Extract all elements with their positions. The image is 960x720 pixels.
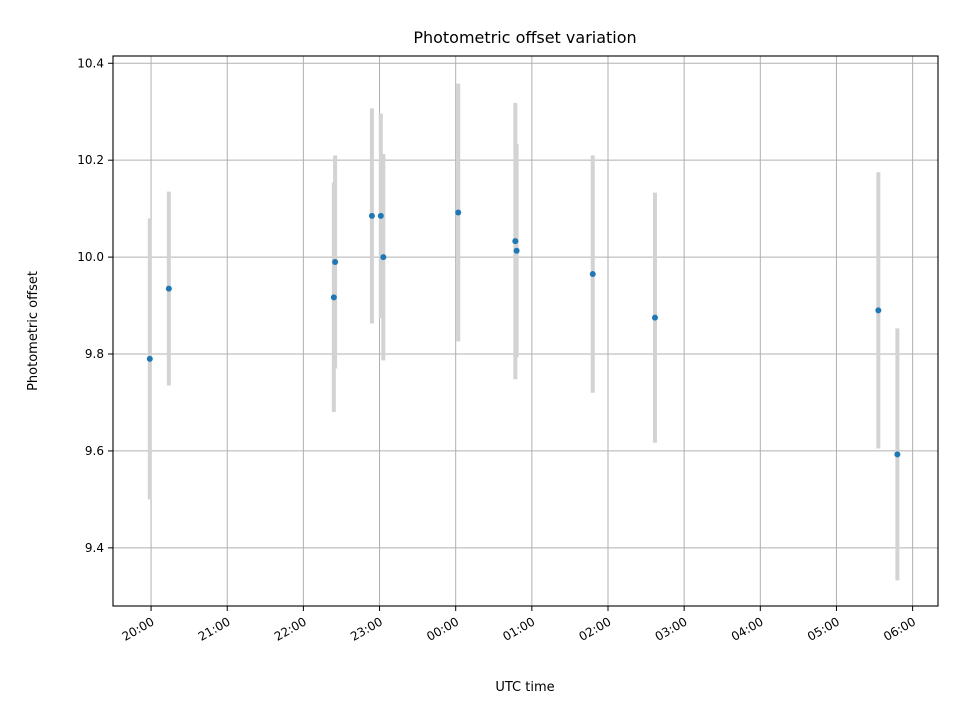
x-axis-label: UTC time (495, 680, 554, 695)
y-tick-label: 10.0 (77, 250, 104, 264)
data-point (651, 314, 658, 321)
chart-title: Photometric offset variation (413, 28, 636, 47)
data-point (165, 285, 172, 292)
y-tick-label: 9.8 (85, 347, 104, 361)
y-tick-label: 9.6 (85, 444, 104, 458)
grid (113, 56, 938, 606)
y-tick-label: 9.4 (85, 541, 104, 555)
data-point (146, 355, 153, 362)
data-point (894, 451, 901, 458)
data-point (330, 294, 337, 301)
data-point (332, 258, 339, 265)
y-tick-label: 10.2 (77, 153, 104, 167)
data-point (589, 271, 596, 278)
data-point (875, 307, 882, 314)
data-point (377, 212, 384, 219)
data-point (368, 212, 375, 219)
data-point (513, 247, 520, 254)
data-point (455, 209, 462, 216)
y-axis-ticks: 9.4 9.6 9.8 10.0 10.2 10.4 (77, 56, 113, 555)
plot-frame (112, 55, 939, 607)
y-tick-label: 10.4 (77, 56, 104, 70)
data-point (512, 238, 519, 245)
data-points (146, 209, 901, 458)
data-point (380, 254, 387, 261)
y-axis-label: Photometric offset (26, 271, 41, 391)
